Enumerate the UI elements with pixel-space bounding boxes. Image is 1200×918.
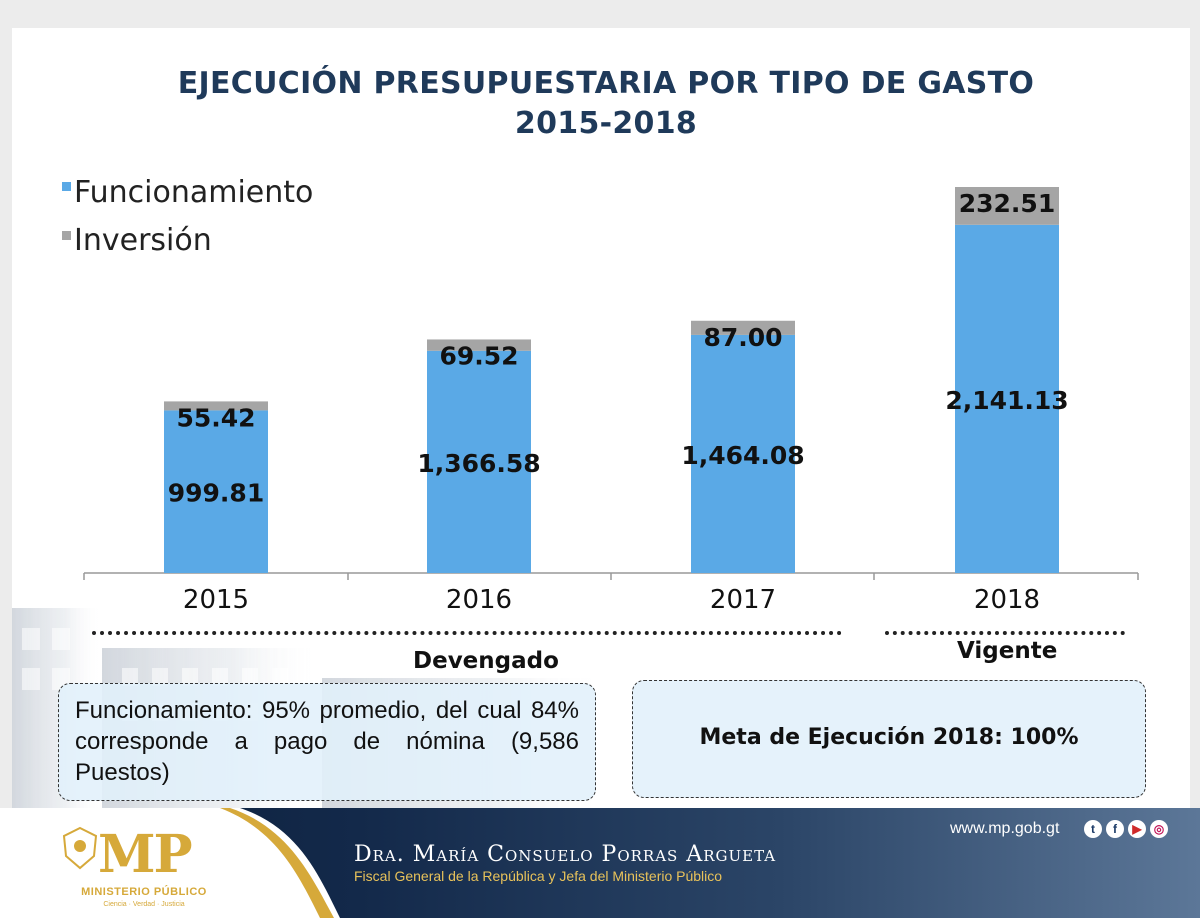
- data-label-inversion-2017: 87.00: [703, 323, 782, 352]
- budget-bar-chart: Funcionamiento Inversión 2015 2016 2017 201…: [62, 175, 1139, 615]
- legend-label-funcionamiento: Funcionamiento: [74, 175, 313, 210]
- bar-inversion-2017: [691, 320, 795, 335]
- x-tick-label-2017: 2017: [710, 585, 776, 615]
- data-label-funcionamiento-2016: 1,366.58: [417, 449, 540, 478]
- x-tick-label-2015: 2015: [183, 585, 249, 615]
- data-label-inversion-2018: 232.51: [959, 189, 1055, 218]
- vigente-dotted-divider: [885, 631, 1125, 635]
- bar-funcionamiento-2017: [691, 334, 795, 573]
- x-tick-label-2016: 2016: [446, 585, 512, 615]
- data-label-inversion-2015: 55.42: [176, 403, 255, 432]
- x-axis: 2015 2016 2017 2018: [83, 572, 1139, 615]
- data-label-funcionamiento-2018: 2,141.13: [945, 386, 1068, 415]
- data-label-funcionamiento-2017: 1,464.08: [681, 441, 804, 470]
- twitter-icon[interactable]: t: [1084, 820, 1102, 838]
- devengado-label: Devengado: [413, 648, 559, 674]
- facebook-icon[interactable]: f: [1106, 820, 1124, 838]
- youtube-icon[interactable]: ▶: [1128, 820, 1146, 838]
- bar-funcionamiento-2018: [955, 224, 1059, 573]
- chart-title-line1: EJECUCIÓN PRESUPUESTARIA POR TIPO DE GAS…: [177, 66, 1035, 101]
- chart-title-line2: 2015-2018: [514, 106, 698, 141]
- coat-of-arms-icon: [62, 826, 98, 870]
- attorney-general-role: Fiscal General de la República y Jefa de…: [354, 868, 723, 884]
- bar-inversion-2016: [427, 339, 531, 351]
- bar-inversion-2015: [164, 401, 268, 411]
- bar-inversion-2018: [955, 187, 1059, 225]
- data-label-funcionamiento-2015: 999.81: [168, 479, 264, 508]
- mp-logo-text: MP: [98, 824, 193, 885]
- data-label-inversion-2016: 69.52: [439, 341, 518, 370]
- vigente-note-box: Meta de Ejecución 2018: 100%: [632, 680, 1146, 798]
- vigente-goal-text: Meta de Ejecución 2018: 100%: [699, 725, 1079, 750]
- instagram-icon[interactable]: ◎: [1150, 820, 1168, 838]
- attorney-general-name: Dra. María Consuelo Porras Argueta: [354, 842, 777, 867]
- bar-funcionamiento-2016: [427, 350, 531, 573]
- legend-swatch-funcionamiento: [62, 182, 71, 191]
- website-link[interactable]: www.mp.gob.gt: [950, 820, 1060, 837]
- devengado-note-box: Funcionamiento: 95% promedio, del cual 8…: [58, 683, 596, 801]
- bar-funcionamiento-2015: [164, 410, 268, 573]
- gold-swoosh-decoration: [0, 808, 340, 918]
- mp-logo-motto: Ciencia · Verdad · Justicia: [103, 901, 185, 908]
- footer-banner: MP MINISTERIO PÚBLICO Ciencia · Verdad ·…: [0, 808, 1200, 918]
- legend-swatch-inversion: [62, 231, 71, 240]
- legend-label-inversion: Inversión: [74, 223, 212, 258]
- devengado-dotted-divider: [92, 631, 842, 635]
- devengado-note-text: Funcionamiento: 95% promedio, del cual 8…: [75, 697, 579, 786]
- mp-logo-subtitle: MINISTERIO PÚBLICO: [81, 886, 207, 898]
- x-tick-label-2018: 2018: [974, 585, 1040, 615]
- vigente-label: Vigente: [957, 638, 1058, 664]
